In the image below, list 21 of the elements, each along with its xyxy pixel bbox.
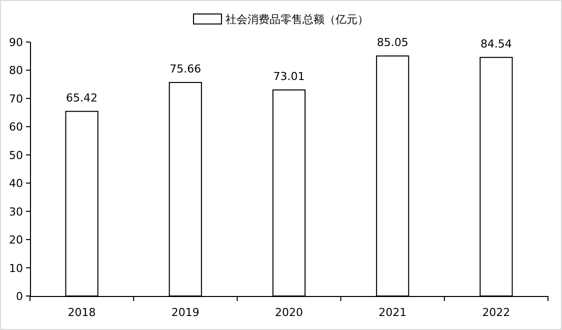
- y-tick-label: 70: [9, 92, 23, 106]
- y-tick-label: 20: [9, 234, 23, 247]
- y-tick-label: 80: [9, 64, 23, 78]
- y-tick-label: 0: [16, 290, 23, 303]
- legend-label: 社会消费品零售总额（亿元）: [226, 13, 368, 26]
- y-tick-label: 10: [9, 262, 23, 275]
- data-label: 75.66: [170, 62, 202, 76]
- data-label: 65.42: [66, 91, 98, 104]
- y-tick-label: 30: [9, 205, 23, 218]
- data-label: 73.01: [273, 70, 305, 83]
- x-tick-label: 2020: [275, 306, 303, 319]
- y-tick-label: 90: [9, 36, 23, 49]
- data-label: 84.54: [480, 37, 512, 50]
- x-tick-label: 2018: [68, 306, 96, 319]
- y-tick-label: 50: [9, 148, 23, 162]
- y-tick-label: 60: [9, 120, 23, 134]
- x-tick-label: 2019: [171, 306, 200, 319]
- x-tick-label: 2021: [378, 306, 407, 319]
- y-tick-label: 40: [9, 177, 23, 190]
- x-tick-label: 2022: [482, 306, 510, 319]
- data-label: 85.05: [376, 36, 408, 49]
